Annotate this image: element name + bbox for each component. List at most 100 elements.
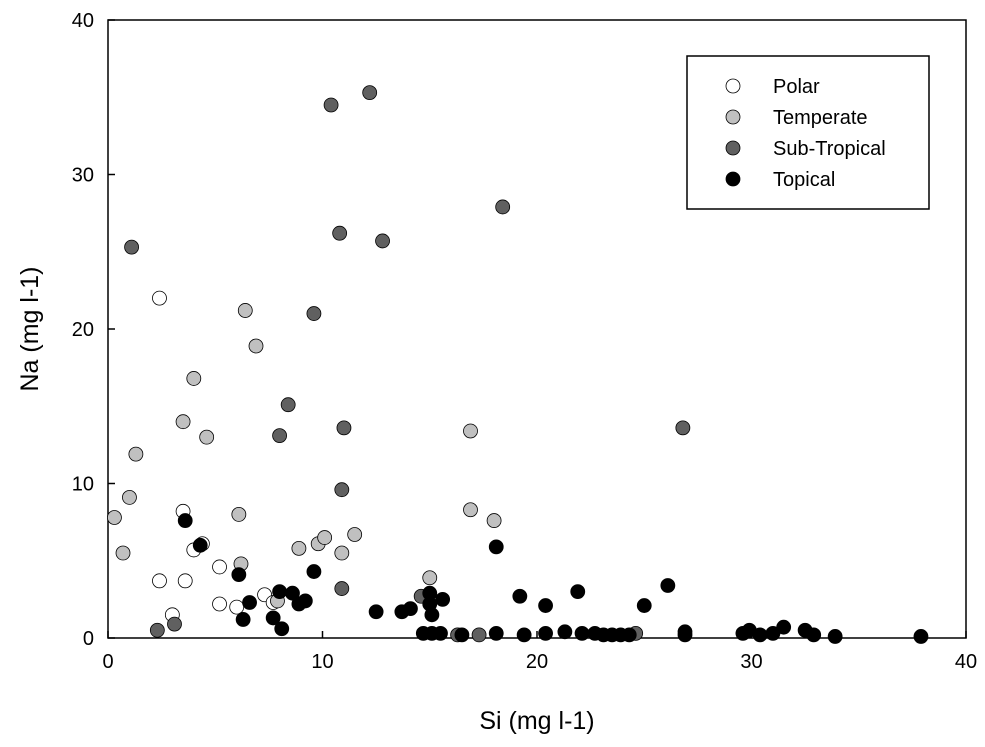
- point-topical: [297, 593, 313, 609]
- point-topical: [827, 629, 843, 644]
- point-topical: [235, 612, 251, 627]
- legend-label: Sub-Tropical: [773, 138, 886, 160]
- point-sub-tropical: [675, 420, 691, 436]
- y-tick-label: 0: [83, 628, 94, 650]
- point-topical: [776, 619, 792, 635]
- point-topical: [272, 584, 288, 600]
- point-sub-tropical: [375, 233, 390, 249]
- point-polar: [212, 559, 227, 575]
- point-topical: [435, 591, 451, 607]
- point-sub-tropical: [334, 581, 350, 596]
- point-sub-tropical: [334, 482, 350, 498]
- point-topical: [424, 607, 440, 623]
- point-polar: [229, 599, 245, 615]
- point-topical: [660, 578, 676, 593]
- point-sub-tropical: [471, 627, 487, 643]
- point-topical: [192, 537, 208, 553]
- point-polar: [177, 573, 193, 589]
- legend-marker: [725, 140, 741, 156]
- x-axis-title: Si (mg l-1): [479, 707, 594, 735]
- point-topical: [677, 627, 693, 643]
- point-topical: [265, 610, 281, 626]
- point-sub-tropical: [362, 85, 378, 101]
- point-topical: [488, 625, 504, 641]
- point-sub-tropical: [124, 239, 139, 255]
- point-topical: [752, 627, 768, 643]
- point-topical: [512, 588, 528, 604]
- point-temperate: [422, 570, 438, 586]
- point-sub-tropical: [495, 199, 511, 215]
- point-topical: [913, 629, 929, 644]
- point-temperate: [486, 513, 502, 528]
- point-sub-tropical: [323, 97, 339, 113]
- x-tick-label: 0: [102, 651, 113, 673]
- point-temperate: [347, 527, 363, 542]
- point-temperate: [115, 545, 131, 561]
- point-sub-tropical: [306, 306, 322, 321]
- point-sub-tropical: [167, 616, 182, 632]
- point-temperate: [237, 303, 253, 318]
- point-topical: [433, 625, 448, 641]
- legend: Polar Temperate Sub-Tropical Topical: [686, 55, 930, 210]
- point-topical: [516, 627, 532, 643]
- point-topical: [538, 625, 553, 641]
- x-tick-label: 40: [955, 651, 977, 673]
- point-polar: [152, 290, 167, 306]
- point-temperate: [175, 414, 191, 430]
- point-temperate: [231, 507, 247, 522]
- point-topical: [574, 625, 590, 641]
- point-topical: [570, 584, 586, 600]
- x-tick-label: 20: [526, 651, 548, 673]
- point-temperate: [248, 338, 264, 354]
- point-temperate: [334, 545, 350, 561]
- y-tick-label: 20: [72, 319, 94, 341]
- y-tick-label: 30: [72, 165, 94, 187]
- point-topical: [274, 621, 290, 637]
- legend-label: Temperate: [773, 107, 868, 129]
- point-sub-tropical: [280, 397, 296, 413]
- x-tick-label: 30: [740, 651, 762, 673]
- y-tick-label: 10: [72, 474, 94, 496]
- point-topical: [636, 598, 652, 613]
- point-topical: [621, 627, 637, 643]
- legend-marker: [725, 78, 741, 94]
- point-temperate: [463, 502, 478, 518]
- point-topical: [806, 627, 822, 643]
- y-axis-ticks: 0 10 20 30 40: [72, 10, 115, 650]
- point-topical: [403, 601, 418, 617]
- point-topical: [454, 627, 470, 643]
- x-tick-label: 10: [311, 651, 333, 673]
- legend-label: Topical: [773, 169, 835, 191]
- point-temperate: [122, 490, 137, 505]
- point-temperate: [317, 530, 333, 545]
- point-topical: [177, 513, 193, 528]
- point-topical: [557, 624, 573, 640]
- data-points: [107, 85, 929, 644]
- point-topical: [538, 598, 553, 613]
- legend-marker: [725, 109, 741, 125]
- point-sub-tropical: [149, 622, 165, 638]
- point-topical: [488, 539, 504, 555]
- point-temperate: [186, 371, 202, 386]
- point-topical: [306, 564, 322, 579]
- point-topical: [368, 604, 384, 620]
- point-temperate: [291, 540, 307, 556]
- y-tick-label: 40: [72, 10, 94, 32]
- point-topical: [231, 567, 247, 583]
- point-polar: [152, 573, 167, 589]
- point-topical: [285, 585, 300, 601]
- point-temperate: [128, 446, 144, 462]
- x-axis-ticks: 0 10 20 30 40: [102, 631, 977, 673]
- legend-marker: [725, 171, 741, 187]
- point-sub-tropical: [336, 420, 352, 436]
- point-temperate: [107, 510, 122, 525]
- point-sub-tropical: [272, 428, 288, 444]
- point-topical: [242, 595, 257, 610]
- point-temperate: [463, 423, 478, 439]
- point-polar: [212, 596, 227, 612]
- point-sub-tropical: [332, 225, 348, 241]
- point-temperate: [199, 429, 215, 445]
- y-axis-title: Na (mg l-1): [16, 266, 44, 391]
- legend-label: Polar: [773, 76, 820, 98]
